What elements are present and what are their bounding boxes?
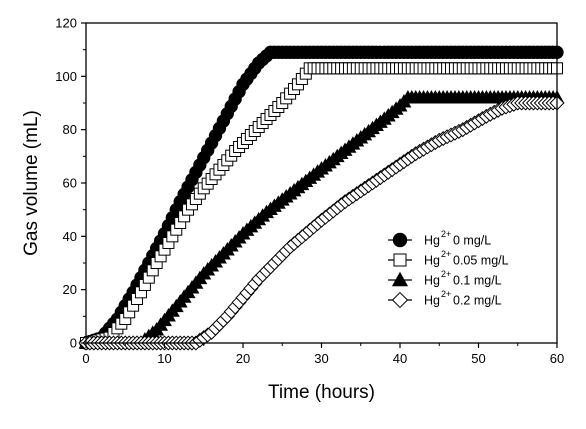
marker-square bbox=[393, 253, 407, 267]
x-axis-title: Time (hours) bbox=[268, 382, 375, 403]
legend-label-rest: 0.05 mg/L bbox=[453, 254, 509, 268]
y-tick-label: 120 bbox=[55, 16, 77, 31]
marker-circle bbox=[392, 232, 408, 248]
x-tick-label: 50 bbox=[471, 351, 485, 366]
legend-label-sup: 2+ bbox=[441, 269, 451, 279]
x-tick-label: 0 bbox=[82, 351, 89, 366]
x-tick-label: 20 bbox=[236, 351, 250, 366]
y-tick-label: 80 bbox=[63, 122, 77, 137]
legend-label-rest: 0.2 mg/L bbox=[453, 294, 502, 308]
series-layer bbox=[78, 45, 565, 351]
series-diamond bbox=[78, 95, 565, 351]
y-tick-label: 0 bbox=[70, 336, 77, 351]
y-tick-label: 40 bbox=[63, 229, 77, 244]
x-tick-label: 10 bbox=[157, 351, 171, 366]
y-tick-label: 60 bbox=[63, 176, 77, 191]
legend-label-base: Hg bbox=[424, 294, 440, 308]
legend-label-base: Hg bbox=[424, 254, 440, 268]
marker-diamond bbox=[391, 291, 409, 309]
y-axis-title: Gas volume (mL) bbox=[21, 110, 42, 256]
y-tick-label: 100 bbox=[55, 69, 77, 84]
legend: Hg 2+ 0 mg/LHg 2+ 0.05 mg/LHg 2+ 0.1 mg/LHg… bbox=[388, 229, 509, 309]
y-tick-label: 20 bbox=[63, 282, 77, 297]
series-square bbox=[80, 62, 563, 349]
axis-layer: 0 10 20 30 40 50 60 0 20 40 60 80 100 120 bbox=[55, 16, 564, 367]
legend-label-rest: 0.1 mg/L bbox=[453, 274, 502, 288]
legend-label-base: Hg bbox=[424, 234, 440, 248]
x-tick-label: 60 bbox=[550, 351, 564, 366]
marker-triangle bbox=[391, 271, 409, 287]
legend-label-sup: 2+ bbox=[441, 249, 451, 259]
x-tick-label: 40 bbox=[393, 351, 407, 366]
legend-label-sup: 2+ bbox=[441, 289, 451, 299]
x-tick-label: 30 bbox=[314, 351, 328, 366]
legend-label-rest: 0 mg/L bbox=[453, 234, 491, 248]
legend-label-base: Hg bbox=[424, 274, 440, 288]
legend-label-sup: 2+ bbox=[441, 229, 451, 239]
